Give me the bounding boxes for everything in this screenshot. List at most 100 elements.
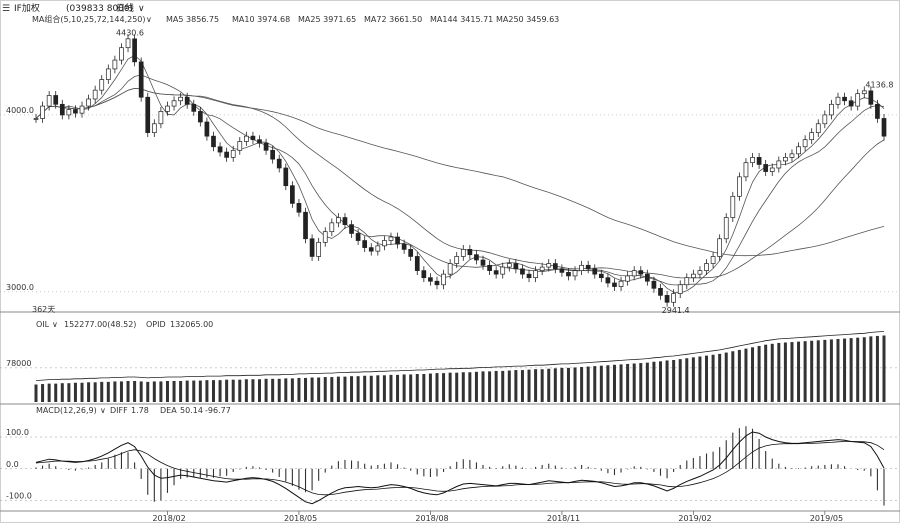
oi-bar <box>632 363 636 402</box>
oi-bar <box>829 339 833 402</box>
dea-label: DEA <box>160 406 177 415</box>
oi-bar <box>244 379 248 402</box>
oi-bar <box>323 377 327 402</box>
ma-legend-item: MA72 3661.50 <box>364 15 422 24</box>
macd-title[interactable]: MACD(12,26,9) <box>36 406 97 415</box>
oi-grid: 78000 <box>0 359 900 369</box>
oi-bar <box>159 381 163 402</box>
opid-line <box>35 331 885 381</box>
oi-bar <box>843 338 847 402</box>
oi-bar <box>606 365 610 402</box>
candle-body <box>651 280 657 289</box>
oi-bar <box>415 374 419 402</box>
oi-bar <box>73 382 77 402</box>
candle-body <box>783 157 788 162</box>
menu-icon[interactable]: ☰ <box>2 4 10 14</box>
candle-body <box>559 268 565 273</box>
oi-bar <box>60 383 64 402</box>
candle-body <box>244 135 249 142</box>
candle-body <box>829 103 834 116</box>
x-axis: 2018/02 2018/05 2018/08 2018/11 2019/02 2019/… <box>152 511 843 523</box>
candle-body <box>842 96 847 102</box>
oi-bar <box>304 377 308 402</box>
oi-bar <box>198 380 202 402</box>
candle-body <box>691 273 696 279</box>
oi-bar <box>165 381 169 402</box>
chevron-down-icon[interactable]: ∨ <box>100 406 106 415</box>
candle-body <box>112 59 118 70</box>
candle-body <box>105 68 111 80</box>
candle-body <box>631 270 637 277</box>
candle-body <box>86 98 91 107</box>
candle-body <box>809 132 815 141</box>
candle-body <box>79 105 85 114</box>
candle-body <box>447 263 453 275</box>
oi-bar <box>409 374 413 402</box>
chevron-down-icon[interactable]: ∨ <box>52 320 58 329</box>
candle-body <box>211 135 216 148</box>
candle-body <box>881 118 887 137</box>
macd-grid: 100.0 0.0 -100.0 <box>0 428 900 501</box>
oi-tick-label: 78000 <box>6 359 31 368</box>
candle-body <box>756 157 762 165</box>
diff-value: 1.78 <box>131 406 149 415</box>
candle-body <box>224 151 229 158</box>
candle-body <box>421 270 427 279</box>
candle-body <box>539 266 545 271</box>
oi-bar <box>382 375 386 402</box>
oi-bar <box>665 360 669 402</box>
oi-bar <box>790 342 794 402</box>
oi-bar <box>455 372 459 402</box>
candle-body <box>848 100 854 107</box>
candle-body <box>316 241 322 257</box>
candle-body <box>204 121 210 137</box>
candle-body <box>776 160 782 169</box>
candle-body <box>408 249 414 257</box>
macd-histogram <box>35 426 885 506</box>
oi-bar <box>573 367 577 402</box>
oi-bar <box>448 372 452 402</box>
oi-bar <box>783 342 787 402</box>
oi-bar <box>41 384 45 402</box>
candle-body <box>414 256 420 271</box>
oi-bar <box>106 381 110 402</box>
oil-label[interactable]: OIL <box>36 320 50 329</box>
oi-bar <box>231 379 235 402</box>
oi-bar <box>698 356 702 402</box>
oi-bar <box>290 378 294 402</box>
oi-bar <box>343 376 347 402</box>
candle-body <box>644 273 650 282</box>
candle-body <box>382 240 387 247</box>
candle-body <box>737 176 742 197</box>
period-selector[interactable]: 日线 <box>116 2 134 14</box>
x-tick-label: 2019/02 <box>678 514 711 523</box>
oi-bar <box>369 375 373 402</box>
chevron-down-icon[interactable]: ∨ <box>146 15 152 24</box>
candle-body <box>769 167 775 172</box>
chevron-down-icon[interactable]: ∨ <box>138 4 145 14</box>
oi-bar <box>619 364 623 402</box>
dea-line <box>35 441 885 496</box>
candle-body <box>585 264 591 270</box>
ma-legend-item: MA144 3415.71 <box>430 15 493 24</box>
oi-bar <box>744 348 748 402</box>
oi-bar <box>356 376 360 402</box>
oi-bar <box>553 368 557 402</box>
candle-body <box>283 167 289 187</box>
candle-body <box>59 103 65 116</box>
oi-bar <box>468 372 472 402</box>
oi-bar <box>284 378 288 402</box>
candle-body <box>625 275 630 282</box>
candle-body <box>671 293 676 303</box>
oi-bar <box>645 362 649 402</box>
oi-bar <box>119 381 123 402</box>
oi-bar <box>639 363 643 402</box>
ma-group-label[interactable]: MA组合(5,10,25,72,144,250) <box>32 14 146 24</box>
oi-bar <box>126 381 130 402</box>
oi-bar <box>113 381 117 402</box>
candle-body <box>526 273 532 279</box>
oi-bar <box>718 353 722 402</box>
candle-body <box>697 270 703 275</box>
candle-body <box>237 141 243 151</box>
